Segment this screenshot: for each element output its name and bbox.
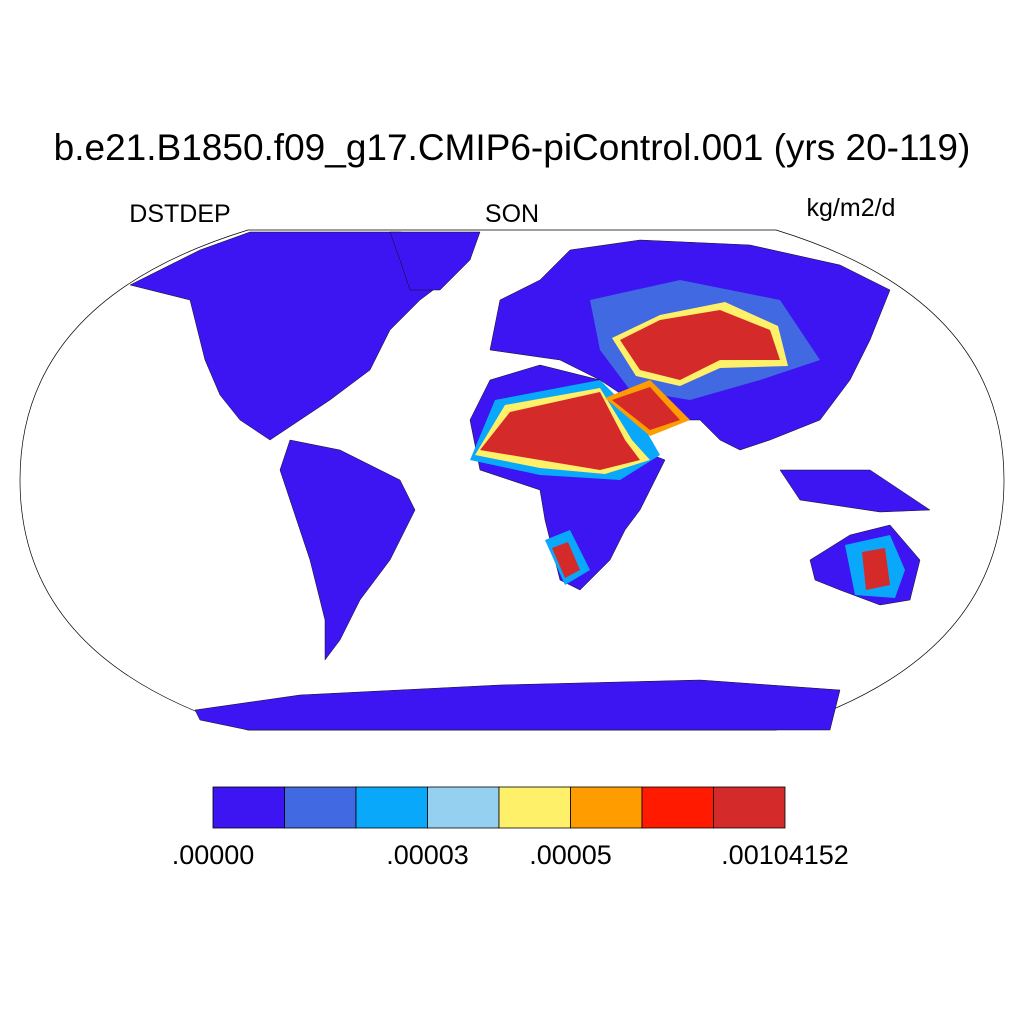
dust-core <box>480 392 640 470</box>
colorbar-box <box>570 786 643 829</box>
south-america <box>279 439 416 661</box>
colorbar-label: .00003 <box>386 840 469 870</box>
dust-core <box>612 387 680 430</box>
dust-core <box>862 548 890 590</box>
colorbar-box <box>713 786 786 829</box>
north-america <box>129 231 471 441</box>
colorbar-box <box>427 786 500 829</box>
left-label: DSTDEP <box>129 200 230 228</box>
colorbar-box <box>355 786 428 829</box>
dust-core <box>552 542 580 578</box>
dust-core <box>620 310 780 380</box>
colorbar-box <box>284 786 357 829</box>
colorbar-box <box>498 786 571 829</box>
center-label: SON <box>485 200 539 228</box>
colorbar-label: .00104152 <box>721 840 849 870</box>
map <box>19 229 1005 731</box>
maritime-asia <box>779 469 931 513</box>
colorbar: .00000 .00003 .00005 .00104152 <box>172 786 849 870</box>
colorbar-box <box>641 786 714 829</box>
colorbar-label: .00005 <box>529 840 612 870</box>
colorbar-box <box>212 786 285 829</box>
title: b.e21.B1850.f09_g17.CMIP6-piControl.001 … <box>54 127 971 168</box>
greenland <box>389 231 481 291</box>
antarctica <box>194 679 841 731</box>
units-label: kg/m2/d <box>807 194 896 222</box>
colorbar-label: .00000 <box>172 840 255 870</box>
